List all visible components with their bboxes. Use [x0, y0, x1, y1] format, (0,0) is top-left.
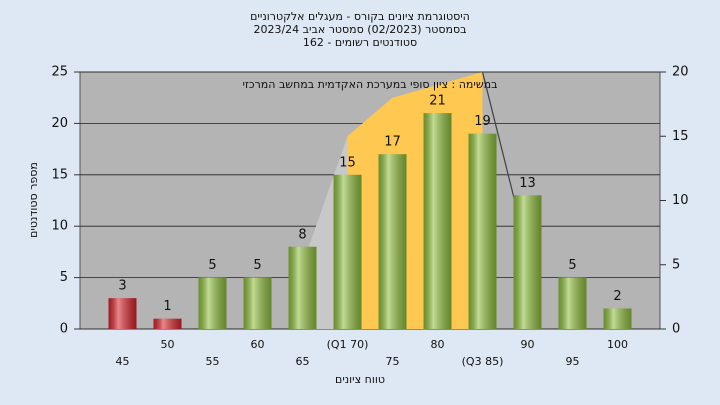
bar-shade — [243, 277, 272, 329]
y-tick-label: 25 — [51, 65, 68, 80]
y-tick-label: 20 — [51, 116, 68, 131]
y-tick-label: 0 — [60, 322, 68, 337]
value-label: 21 — [429, 94, 446, 109]
value-label: 5 — [568, 258, 576, 273]
value-label: 1 — [163, 299, 171, 314]
y2-tick-label: 10 — [672, 193, 689, 208]
x-tick-label: 80 — [431, 338, 445, 351]
value-label: 15 — [339, 155, 356, 170]
x-tick-label: 50 — [161, 338, 175, 351]
bar-shade — [288, 246, 317, 329]
value-label: 3 — [118, 279, 126, 294]
bar-shade — [513, 195, 542, 329]
title-line: בסמסטר (02/2023) סמסטר אביב 2023/24 — [253, 23, 466, 36]
bar-shade — [468, 133, 497, 329]
annotation: במשימה : ציון סופי במערכת האקדמית במחשב … — [243, 78, 498, 91]
y2-tick-label: 15 — [672, 129, 689, 144]
bar-shade — [603, 308, 632, 329]
bar-shade — [153, 318, 182, 329]
bar-shade — [108, 298, 137, 329]
y2-tick-label: 5 — [672, 257, 680, 272]
x-tick-label: 45 — [116, 355, 130, 368]
value-label: 5 — [253, 258, 261, 273]
value-label: 19 — [474, 114, 491, 129]
y-axis-label: מספר סטודנטים — [27, 162, 40, 238]
value-label: 5 — [208, 258, 216, 273]
y-tick-label: 10 — [51, 219, 68, 234]
bar-shade — [423, 113, 452, 330]
bar-shade — [558, 277, 587, 329]
x-tick-label: 95 — [566, 355, 580, 368]
x-tick-label: 55 — [206, 355, 220, 368]
value-label: 2 — [613, 289, 621, 304]
value-label: 8 — [298, 227, 306, 242]
y-tick-label: 5 — [60, 270, 68, 285]
value-label: 17 — [384, 135, 401, 150]
y2-tick-label: 20 — [672, 65, 689, 80]
title-line: סטודנטים רשומים - 162 — [303, 36, 417, 49]
x-tick-label: 90 — [521, 338, 535, 351]
x-axis-label: טווח ציונים — [335, 373, 385, 386]
bar-shade — [333, 174, 362, 329]
x-tick-label: 60 — [251, 338, 265, 351]
y-tick-label: 15 — [51, 167, 68, 182]
bar-shade — [198, 277, 227, 329]
bar-shade — [378, 154, 407, 329]
x-tick-label: 65 — [296, 355, 310, 368]
value-label: 13 — [519, 176, 536, 191]
y2-tick-label: 0 — [672, 322, 680, 337]
x-tick-label: 100 — [607, 338, 628, 351]
x-tick-label: (Q1 70) — [327, 338, 369, 351]
x-tick-label: (Q3 85) — [462, 355, 504, 368]
title-line: היסטוגרמת ציונים בקורס - מעגלים אלקטרוני… — [250, 10, 470, 23]
x-tick-label: 75 — [386, 355, 400, 368]
